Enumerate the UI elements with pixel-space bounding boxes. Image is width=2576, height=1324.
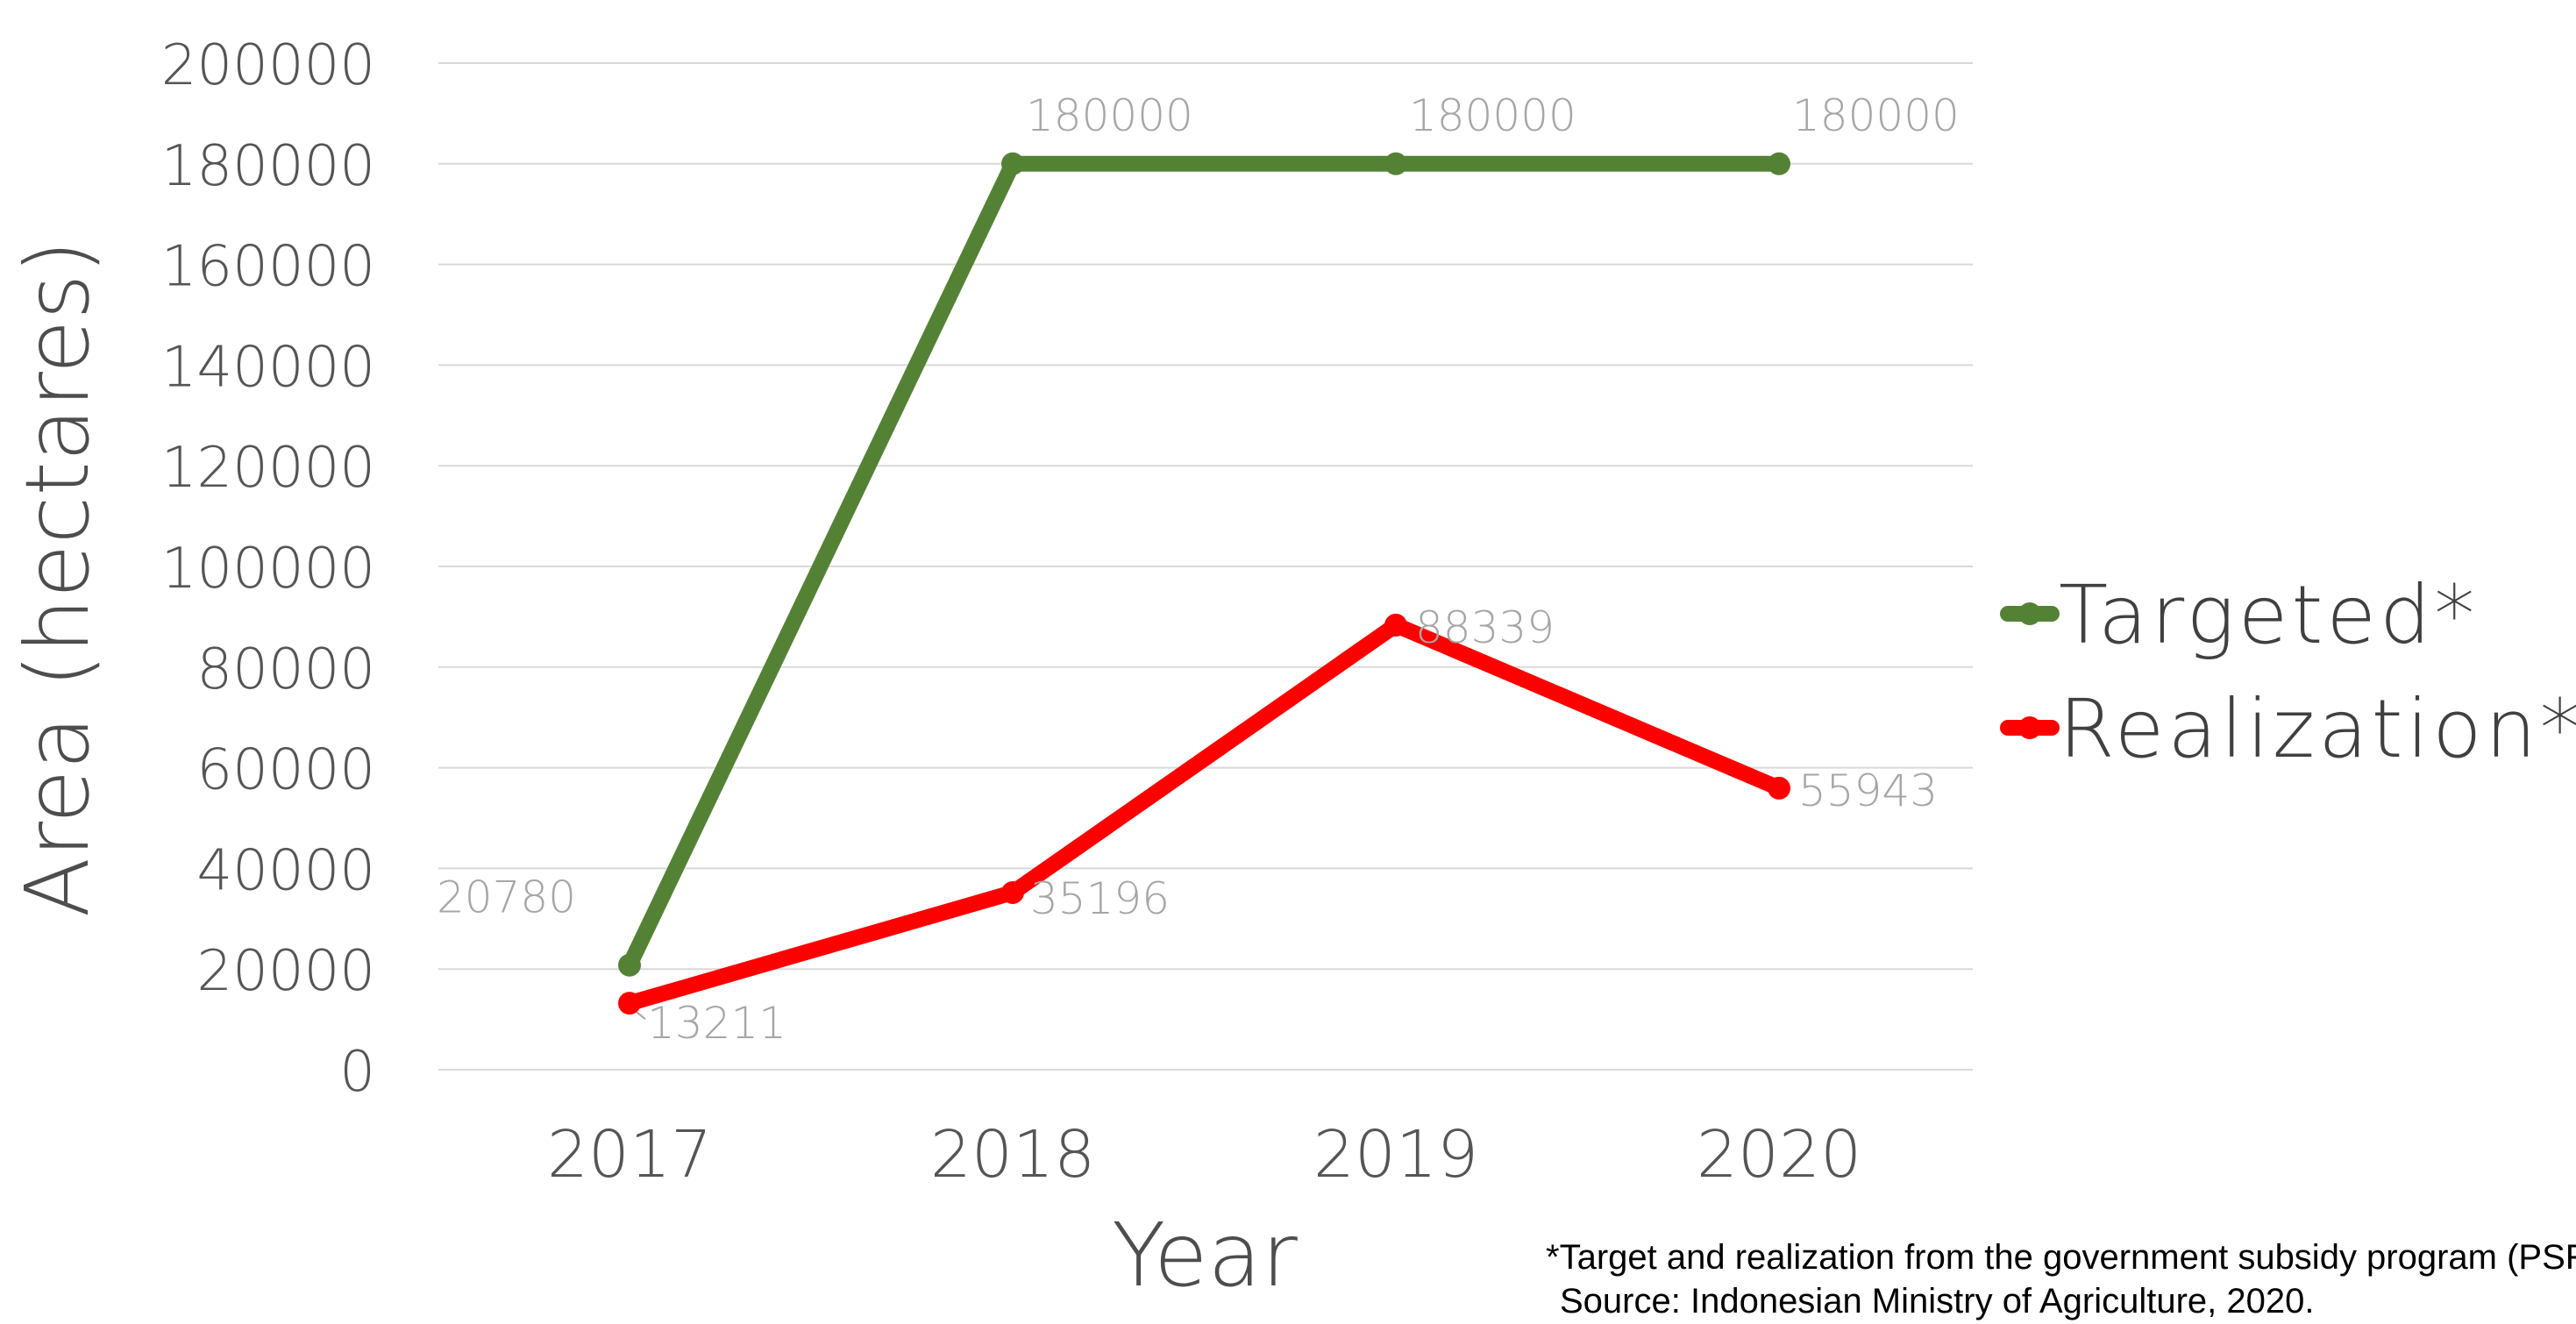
targeted-data-label: 180000 bbox=[1409, 90, 1576, 141]
y-tick-label: 180000 bbox=[161, 134, 375, 199]
footnote-source: Source: Indonesian Ministry of Agricultu… bbox=[1560, 1282, 2315, 1320]
realization-data-label: 88339 bbox=[1415, 602, 1555, 653]
realization-point bbox=[1001, 880, 1024, 904]
y-tick-label: 0 bbox=[339, 1040, 375, 1105]
footnote-program: *Target and realization from the governm… bbox=[1546, 1238, 2576, 1277]
x-tick-label: 2020 bbox=[1697, 1117, 1861, 1192]
legend: Targeted* Realization* bbox=[2000, 568, 2576, 776]
data-labels: 20780 180000 180000 180000 13211 35196 88339 55… bbox=[437, 90, 1960, 1049]
y-tick-label: 200000 bbox=[161, 33, 375, 98]
series-line-targeted bbox=[622, 155, 1787, 973]
y-axis-ticks: 0 20000 40000 60000 80000 100000 120000 140000 1… bbox=[161, 33, 375, 1105]
legend-label-realization: Realization* bbox=[2059, 682, 2576, 776]
series-line-realization bbox=[622, 616, 1787, 1012]
series-lines bbox=[618, 152, 1790, 1015]
legend-marker-realization bbox=[2018, 716, 2041, 739]
y-tick-label: 160000 bbox=[161, 235, 375, 300]
y-tick-label: 100000 bbox=[161, 537, 375, 601]
y-tick-label: 20000 bbox=[196, 939, 375, 1004]
legend-label-targeted: Targeted* bbox=[2059, 568, 2478, 662]
y-tick-label: 120000 bbox=[161, 436, 375, 501]
targeted-data-label: 20780 bbox=[437, 872, 576, 923]
realization-point bbox=[1384, 613, 1407, 637]
y-tick-label: 40000 bbox=[196, 838, 375, 903]
x-axis-title: Year bbox=[1112, 1204, 1299, 1306]
realization-point bbox=[618, 992, 641, 1015]
targeted-point bbox=[1384, 152, 1407, 175]
realization-point bbox=[1768, 776, 1790, 800]
realization-data-label: 55943 bbox=[1798, 765, 1938, 816]
targeted-point bbox=[618, 953, 641, 977]
leader-line bbox=[636, 1011, 646, 1020]
realization-data-label: 35196 bbox=[1030, 873, 1170, 924]
legend-marker-targeted bbox=[2018, 602, 2041, 625]
x-axis-ticks: 2017 2018 2019 2020 bbox=[547, 1117, 1861, 1192]
targeted-point bbox=[1001, 152, 1024, 175]
x-tick-label: 2017 bbox=[547, 1117, 712, 1192]
realization-data-label: 13211 bbox=[647, 998, 786, 1049]
y-axis-title: Area (hectares) bbox=[6, 240, 109, 918]
x-tick-label: 2019 bbox=[1313, 1117, 1478, 1192]
targeted-data-label: 180000 bbox=[1026, 90, 1193, 141]
y-tick-label: 60000 bbox=[196, 738, 375, 803]
targeted-point bbox=[1768, 152, 1790, 175]
x-tick-label: 2018 bbox=[930, 1117, 1095, 1192]
gridlines bbox=[438, 62, 1973, 1071]
y-tick-label: 140000 bbox=[161, 335, 375, 400]
targeted-data-label: 180000 bbox=[1792, 90, 1960, 141]
y-tick-label: 80000 bbox=[196, 637, 375, 702]
